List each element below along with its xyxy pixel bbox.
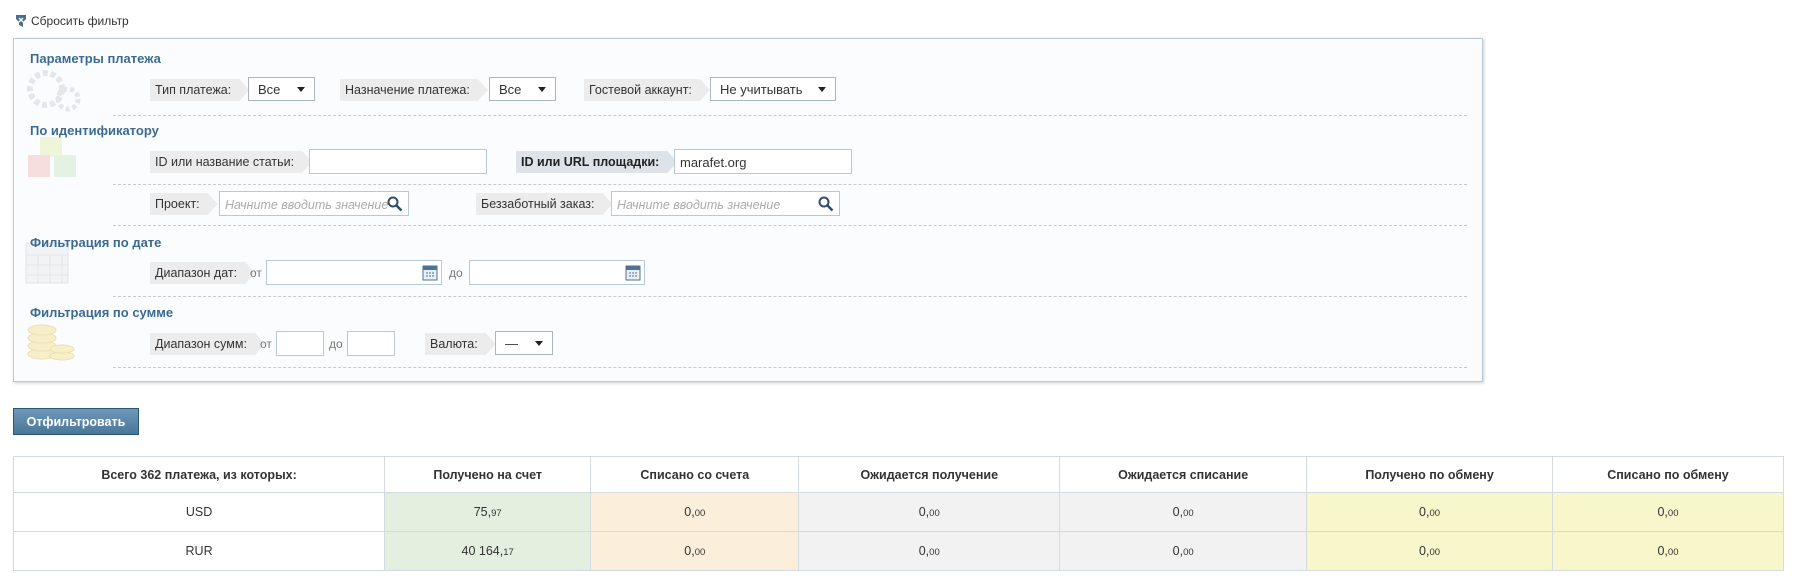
section-title: По идентификатору: [30, 123, 159, 138]
guest-select[interactable]: Не учитывать: [710, 77, 836, 101]
decimals: 00: [1667, 508, 1679, 519]
amount-cell: 0,00: [1059, 531, 1308, 571]
currency-cell: USD: [12, 492, 386, 532]
separator: [113, 296, 1467, 297]
column-header: Списано со счета: [590, 456, 800, 493]
filter-panel: Параметры платежа Тип платежа: Все Назна…: [13, 38, 1483, 382]
calendar-button[interactable]: [625, 265, 641, 281]
amount-cell: 0,00: [590, 531, 800, 571]
summary-table: Всего 362 платежа, из которых: Получено н…: [12, 456, 1784, 571]
separator: [113, 115, 1467, 116]
submit-button[interactable]: Отфильтровать: [13, 408, 139, 435]
reset-text: Сбросить фильтр: [31, 14, 129, 28]
currency-select[interactable]: —: [495, 331, 553, 355]
decimals: 00: [694, 547, 706, 558]
field-label: ID или название статьи:: [150, 151, 312, 173]
search-icon[interactable]: [387, 196, 403, 212]
order-input[interactable]: Начните вводить значение: [611, 191, 840, 216]
table-row: USD 75,97 0,00 0,00 0,00 0,00 0,00: [12, 492, 1784, 532]
sum-from-input[interactable]: [276, 331, 324, 356]
amount-cell: 0,00: [1306, 492, 1553, 532]
decimals: 00: [1667, 547, 1679, 558]
filter-icon: [16, 15, 26, 27]
separator: [113, 367, 1467, 368]
column-header: Списано по обмену: [1552, 456, 1784, 493]
type-select[interactable]: Все: [248, 77, 315, 101]
placeholder: Начните вводить значение: [225, 198, 389, 212]
amount-cell: 0,00: [1059, 492, 1308, 532]
date-from-input[interactable]: [266, 260, 442, 285]
range-to: до: [449, 266, 463, 280]
decimals: 00: [929, 547, 940, 558]
field-label: Диапазон сумм:: [150, 333, 265, 355]
amount-cell: 75,97: [384, 492, 592, 532]
decimals: 00: [1183, 547, 1194, 558]
coins-icon: [27, 324, 75, 361]
field-label: Тип платежа:: [150, 79, 249, 101]
field-label: Валюта:: [425, 333, 496, 355]
column-header: Получено по обмену: [1306, 456, 1553, 493]
calendar-button[interactable]: [422, 265, 438, 281]
reset-filter[interactable]: Сбросить фильтр: [16, 14, 129, 28]
section-title: Параметры платежа: [30, 51, 161, 66]
article-input[interactable]: [309, 149, 487, 174]
decimals: 00: [1183, 508, 1194, 519]
placeholder: Начните вводить значение: [617, 198, 781, 212]
decimals: 00: [929, 508, 940, 519]
field-label: ID или URL площадки:: [516, 151, 677, 173]
decimals: 00: [1429, 547, 1441, 558]
project-input[interactable]: Начните вводить значение: [219, 191, 409, 216]
date-to-input[interactable]: [469, 260, 645, 285]
range-from: от: [250, 266, 262, 280]
field-label: Проект:: [150, 193, 218, 215]
purpose-select[interactable]: Все: [489, 77, 556, 101]
currency-cell: RUR: [12, 531, 386, 571]
amount-cell: 0,00: [1552, 492, 1784, 532]
amount-cell: 0,00: [1552, 531, 1784, 571]
input-value: marafet.org: [680, 155, 747, 170]
section-title: Фильтрация по дате: [30, 235, 162, 250]
table-row: RUR 40 164,17 0,00 0,00 0,00 0,00 0,00: [12, 531, 1784, 571]
decimals: 00: [1429, 508, 1441, 519]
field-label: Назначение платежа:: [340, 79, 488, 101]
decimals: 17: [503, 547, 514, 558]
separator: [113, 225, 1467, 226]
search-icon[interactable]: [818, 196, 834, 212]
amount-cell: 0,00: [798, 531, 1061, 571]
sum-to-input[interactable]: [347, 331, 395, 356]
separator: [113, 184, 1467, 185]
section-title: Фильтрация по сумме: [30, 305, 174, 320]
field-label: Гостевой аккаунт:: [584, 79, 710, 101]
column-header: Всего 362 платежа, из которых:: [12, 456, 386, 493]
amount-cell: 0,00: [590, 492, 800, 532]
field-label: Беззаботный заказ:: [476, 193, 613, 215]
column-header: Получено на счет: [384, 456, 592, 493]
amount-cell: 0,00: [1306, 531, 1553, 571]
gears-icon: [27, 70, 81, 112]
range-to: до: [329, 337, 343, 351]
calendar-icon: [25, 242, 69, 284]
column-header: Ожидается получение: [798, 456, 1061, 493]
header-row: Всего 362 платежа, из которых: Получено н…: [12, 456, 1784, 493]
cubes-icon: [28, 137, 76, 177]
amount-cell: 0,00: [798, 492, 1061, 532]
range-from: от: [260, 337, 272, 351]
decimals: 00: [694, 508, 706, 519]
column-header: Ожидается списание: [1059, 456, 1308, 493]
site-input[interactable]: marafet.org: [674, 149, 852, 174]
decimals: 97: [491, 508, 502, 519]
field-label: Диапазон дат:: [150, 262, 255, 284]
amount-cell: 40 164,17: [384, 531, 592, 571]
